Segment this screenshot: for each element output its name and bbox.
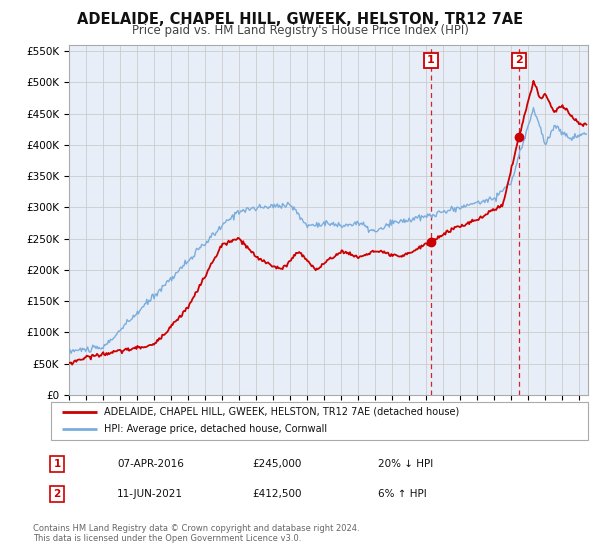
Text: Price paid vs. HM Land Registry's House Price Index (HPI): Price paid vs. HM Land Registry's House … — [131, 24, 469, 37]
Text: 1: 1 — [427, 55, 435, 66]
Text: 2: 2 — [515, 55, 523, 66]
Text: £412,500: £412,500 — [252, 489, 302, 499]
Text: ADELAIDE, CHAPEL HILL, GWEEK, HELSTON, TR12 7AE (detached house): ADELAIDE, CHAPEL HILL, GWEEK, HELSTON, T… — [104, 407, 459, 417]
Text: 07-APR-2016: 07-APR-2016 — [117, 459, 184, 469]
Text: 2: 2 — [53, 489, 61, 499]
Text: 20% ↓ HPI: 20% ↓ HPI — [378, 459, 433, 469]
Text: 1: 1 — [53, 459, 61, 469]
Text: 6% ↑ HPI: 6% ↑ HPI — [378, 489, 427, 499]
Text: Contains HM Land Registry data © Crown copyright and database right 2024.: Contains HM Land Registry data © Crown c… — [33, 524, 359, 533]
Text: £245,000: £245,000 — [252, 459, 301, 469]
FancyBboxPatch shape — [51, 402, 588, 440]
Text: ADELAIDE, CHAPEL HILL, GWEEK, HELSTON, TR12 7AE: ADELAIDE, CHAPEL HILL, GWEEK, HELSTON, T… — [77, 12, 523, 27]
Text: 11-JUN-2021: 11-JUN-2021 — [117, 489, 183, 499]
Text: HPI: Average price, detached house, Cornwall: HPI: Average price, detached house, Corn… — [104, 424, 327, 435]
Text: This data is licensed under the Open Government Licence v3.0.: This data is licensed under the Open Gov… — [33, 534, 301, 543]
